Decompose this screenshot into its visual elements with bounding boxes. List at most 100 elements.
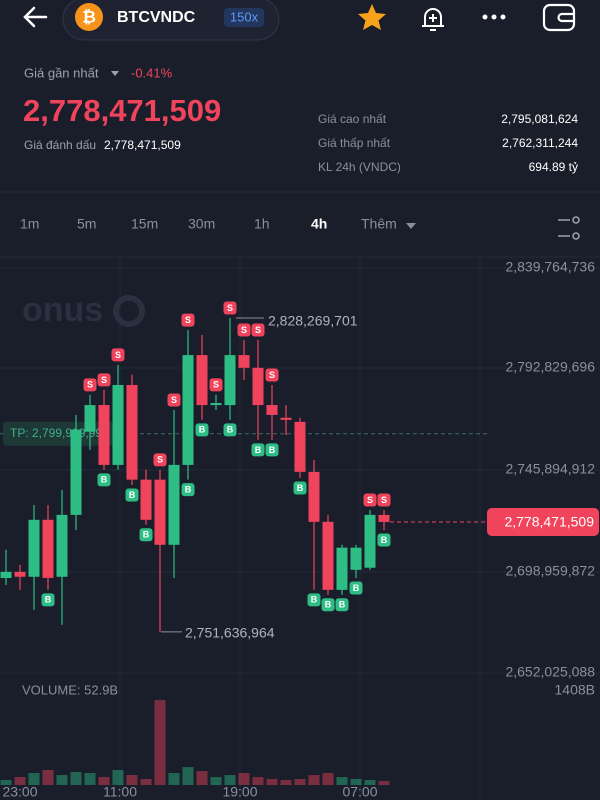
candle-body: [364, 514, 376, 568]
trade-marker: [125, 488, 139, 502]
alert-bell[interactable]: [422, 8, 444, 31]
stat-label: KL 24h (VNDC): [318, 160, 401, 174]
volume-bar: [112, 770, 124, 785]
candle-body: [112, 385, 124, 465]
dropdown-caret[interactable]: [111, 71, 119, 76]
btc-icon: [75, 3, 103, 31]
candle-body: [308, 471, 320, 522]
trade-marker: [97, 473, 111, 487]
trade-marker-label: B: [199, 425, 206, 435]
trade-marker-label: B: [297, 483, 304, 493]
stat-value: 694.89 tỷ: [529, 160, 578, 174]
trade-marker: [139, 528, 153, 542]
trade-marker-label: B: [185, 485, 192, 495]
change: -0.41%: [131, 65, 173, 80]
y-axis-label: 2,792,829,696: [505, 359, 595, 375]
trade-marker-label: B: [311, 595, 318, 605]
timeframe-tab[interactable]: 1h: [254, 216, 270, 232]
candle-body: [322, 521, 334, 590]
candle-body: [28, 519, 40, 577]
leverage-badge: [224, 8, 264, 27]
volume-bar: [308, 775, 320, 785]
stat-label: Giá thấp nhất: [318, 136, 391, 150]
trade-marker-label: B: [143, 530, 150, 540]
dropdown-caret[interactable]: [406, 223, 416, 229]
x-axis-label: 19:00: [222, 784, 257, 800]
trade-marker-label: S: [213, 380, 219, 390]
volume-bar: [196, 771, 208, 785]
watermark-logo: [113, 295, 145, 327]
trade-marker-label: B: [381, 535, 388, 545]
trade-marker: [363, 493, 377, 507]
volume-bar: [280, 780, 292, 785]
trade-marker-label: S: [185, 315, 191, 325]
trade-marker-label: S: [255, 325, 261, 335]
y-axis-label: 2,839,764,736: [505, 259, 595, 275]
trade-marker-label: S: [157, 455, 163, 465]
timeframe-tab[interactable]: Thêm: [361, 216, 397, 232]
candle-body: [0, 571, 12, 578]
symbol: BTCVNDC: [117, 9, 196, 26]
timeframe-tab[interactable]: 4h: [311, 216, 327, 232]
volume-bar: [168, 772, 180, 785]
stat-value: 2,795,081,624: [501, 112, 578, 126]
trade-marker: [209, 378, 223, 392]
wallet-button[interactable]: [542, 3, 576, 32]
timeframe-tab[interactable]: 15m: [131, 216, 158, 232]
last-price: 2,778,471,509: [23, 93, 221, 128]
stat-label: Giá cao nhất: [318, 112, 387, 126]
trade-marker: [181, 313, 195, 327]
trade-marker-label: B: [129, 490, 136, 500]
last-price-tag-label: 2,778,471,509: [504, 514, 594, 530]
trade-marker-label: S: [101, 375, 107, 385]
volume-bar: [266, 778, 278, 785]
x-axis-label: 11:00: [103, 784, 137, 800]
candle-body: [294, 421, 306, 472]
back-button[interactable]: [23, 6, 48, 28]
trade-marker: [111, 348, 125, 362]
chart-settings[interactable]: [558, 216, 580, 240]
trade-marker: [83, 378, 97, 392]
favorite-star[interactable]: [358, 4, 386, 30]
volume-bar: [98, 777, 110, 785]
x-axis-label: 23:00: [2, 784, 37, 800]
trade-marker: [293, 481, 307, 495]
trade-marker: [377, 533, 391, 547]
trade-marker-label: S: [171, 395, 177, 405]
volume-label: VOLUME: 52.9B: [22, 682, 118, 697]
trade-marker-label: S: [269, 370, 275, 380]
trade-marker: [251, 323, 265, 337]
volume-bar: [154, 700, 166, 785]
candle-body: [224, 355, 236, 406]
trade-marker: [167, 393, 181, 407]
trade-marker-label: B: [353, 583, 360, 593]
trade-marker: [349, 581, 363, 595]
candle-body: [154, 479, 166, 545]
trade-marker-label: B: [325, 600, 332, 610]
trade-marker: [181, 483, 195, 497]
timeframe-tab[interactable]: 30m: [188, 216, 215, 232]
candle-body: [378, 514, 390, 522]
timeframe-tab[interactable]: 1m: [20, 216, 39, 232]
y-axis-label: 2,745,894,912: [505, 461, 595, 477]
trade-marker: [153, 453, 167, 467]
timeframe-tab[interactable]: 5m: [77, 216, 96, 232]
volume-bar: [238, 772, 250, 785]
trade-marker-label: B: [227, 425, 234, 435]
volume-bar: [350, 778, 362, 785]
trade-marker: [237, 323, 251, 337]
trade-marker-label: S: [367, 495, 373, 505]
candle-body: [336, 547, 348, 590]
trade-marker: [223, 301, 237, 315]
candle-body: [210, 403, 222, 406]
trade-marker-label: B: [339, 600, 346, 610]
volume-bar: [210, 777, 222, 785]
volume-bar: [378, 781, 390, 785]
trade-marker: [265, 443, 279, 457]
more-menu[interactable]: [482, 14, 506, 20]
volume-bar: [28, 772, 40, 785]
volume-bar: [336, 777, 348, 785]
